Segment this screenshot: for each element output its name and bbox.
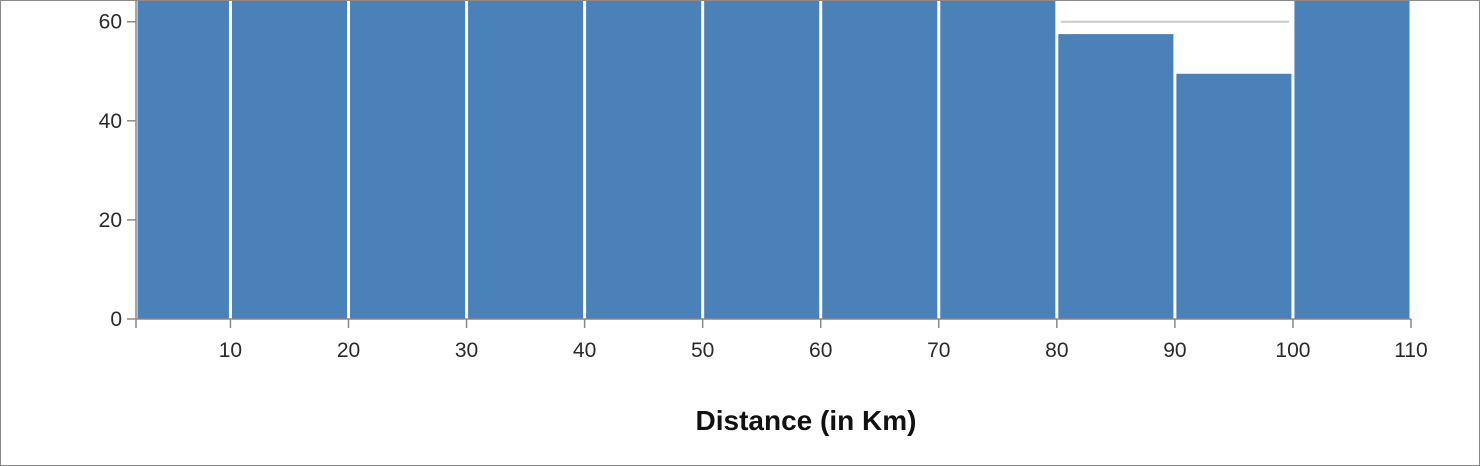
x-tick-label: 40 xyxy=(573,339,596,362)
x-tick-label: 80 xyxy=(1045,339,1068,362)
histogram-bar xyxy=(586,1,702,320)
histogram-bar xyxy=(231,1,347,320)
x-tick-label: 60 xyxy=(809,339,832,362)
x-tick-label: 50 xyxy=(691,339,714,362)
y-tick-label: 0 xyxy=(110,308,122,331)
histogram-bar xyxy=(137,1,229,320)
x-tick-label: 70 xyxy=(927,339,950,362)
histogram-bar xyxy=(468,1,584,320)
histogram-bar xyxy=(1176,73,1292,319)
x-tick-label: 10 xyxy=(219,339,242,362)
y-tick-label: 20 xyxy=(99,209,122,232)
histogram-bar xyxy=(350,1,466,320)
x-tick-label: 110 xyxy=(1394,339,1427,362)
x-tick-label: 100 xyxy=(1275,339,1310,362)
axes-layer: 0 20 40 60 10 20 30 40 50 60 70 80 90 100 110 xyxy=(99,1,1428,362)
histogram-bar xyxy=(1058,34,1174,319)
x-axis-title: Distance (in Km) xyxy=(696,405,917,436)
histogram-bar xyxy=(1294,1,1410,320)
histogram-bar xyxy=(822,1,938,320)
histogram-bar xyxy=(940,1,1056,320)
x-tick-label: 20 xyxy=(337,339,360,362)
x-tick-label: 30 xyxy=(455,339,478,362)
y-tick-label: 60 xyxy=(99,11,122,34)
bars-layer xyxy=(137,1,1410,320)
x-tick-label: 90 xyxy=(1163,339,1186,362)
y-tick-label: 40 xyxy=(99,110,122,133)
histogram-bar xyxy=(704,1,820,320)
